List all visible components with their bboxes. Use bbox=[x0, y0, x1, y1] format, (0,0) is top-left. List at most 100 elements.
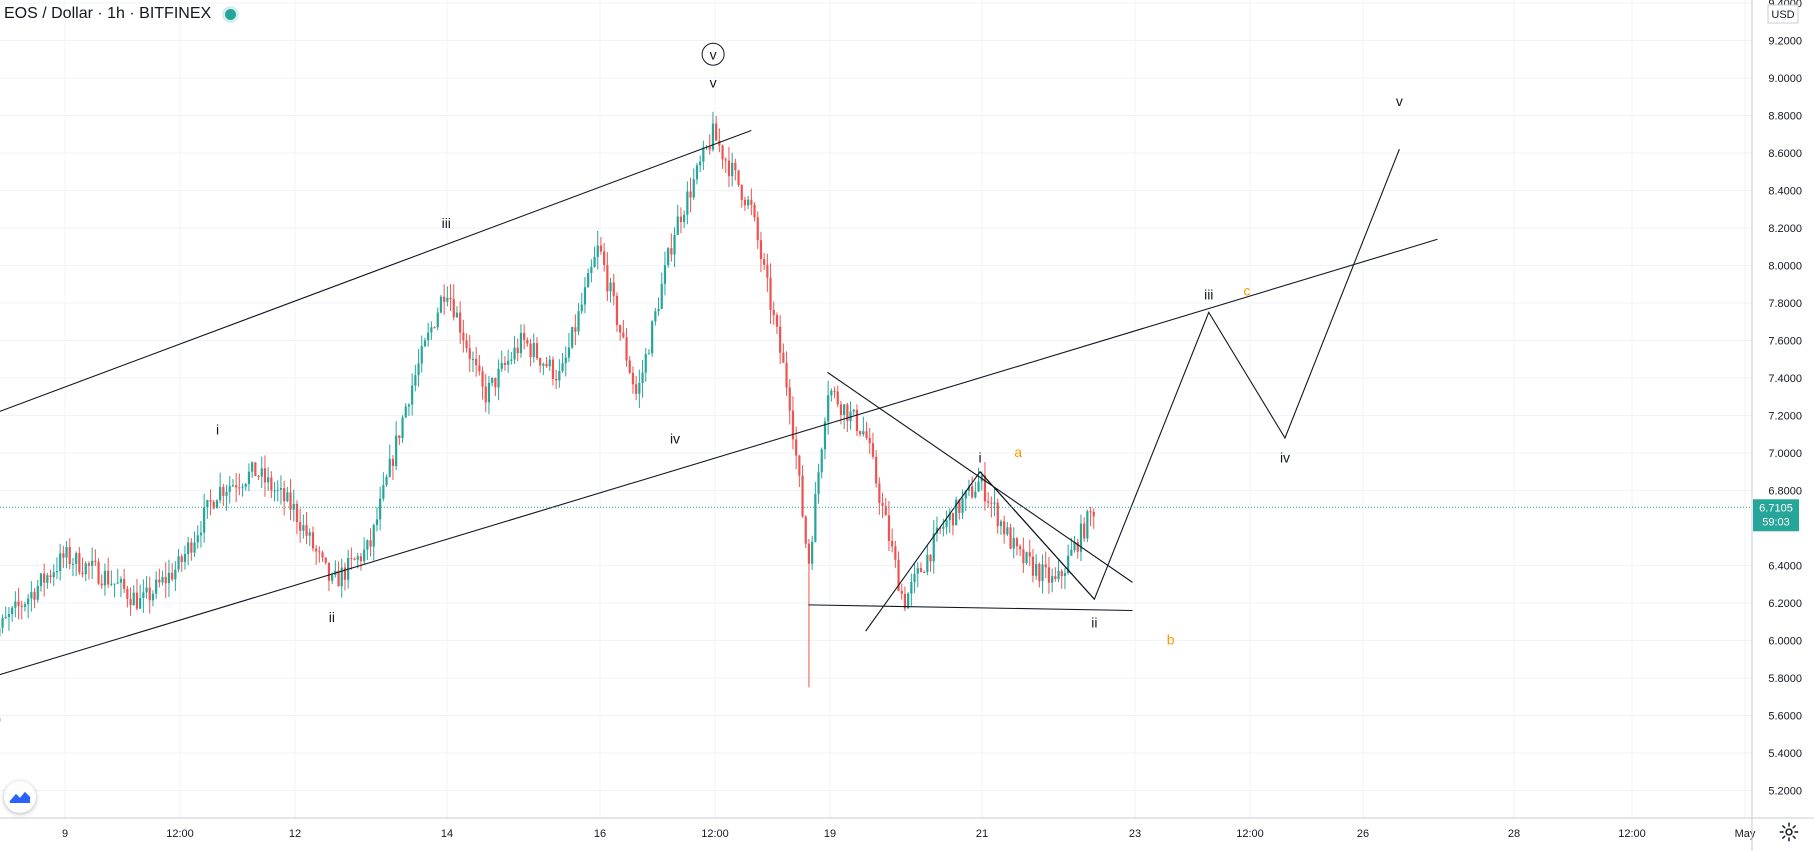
candle-body bbox=[846, 404, 849, 422]
candle-body bbox=[4, 617, 7, 619]
candle-body bbox=[123, 579, 126, 589]
last-price-value: 6.7105 bbox=[1759, 502, 1793, 514]
candle-body bbox=[270, 477, 273, 491]
tradingview-logo-icon[interactable] bbox=[4, 781, 36, 813]
candle-body bbox=[465, 340, 468, 349]
currency-badge-label: USD bbox=[1771, 9, 1794, 21]
trendline-channel-upper[interactable] bbox=[0, 129, 752, 416]
candle-body bbox=[1076, 542, 1079, 552]
candle-body bbox=[555, 378, 558, 381]
candle-body bbox=[964, 490, 967, 499]
price-tick-label: 7.2000 bbox=[1768, 411, 1802, 423]
candle-body bbox=[1057, 571, 1060, 580]
candle-body bbox=[452, 299, 455, 318]
candle-body bbox=[695, 165, 699, 180]
elliott-projection-path[interactable] bbox=[865, 149, 1400, 632]
candle-body bbox=[990, 502, 993, 504]
candle-body bbox=[929, 554, 932, 562]
candle-body bbox=[78, 553, 81, 573]
candle-body bbox=[449, 297, 452, 300]
bar-countdown: 59:03 bbox=[1762, 516, 1790, 528]
candle-body bbox=[795, 439, 798, 456]
wave-label: v bbox=[710, 74, 717, 90]
trendline-triangle-lower[interactable] bbox=[808, 604, 1133, 612]
candle-body bbox=[583, 287, 587, 305]
last-price-badge bbox=[1753, 499, 1799, 532]
candle-body bbox=[503, 362, 507, 365]
candle-body bbox=[1003, 521, 1006, 535]
candle-body bbox=[814, 494, 817, 542]
candle-body bbox=[119, 579, 123, 583]
candle-body bbox=[443, 296, 446, 302]
time-tick-label: 26 bbox=[1357, 828, 1369, 840]
candle-body bbox=[1041, 564, 1044, 582]
candle-body bbox=[327, 562, 331, 581]
candle-body bbox=[855, 409, 859, 432]
time-tick-label: 16 bbox=[594, 828, 606, 840]
candle-body bbox=[903, 593, 907, 609]
candle-body bbox=[667, 248, 670, 266]
candle-body bbox=[1044, 564, 1047, 568]
currency-badge[interactable] bbox=[1767, 4, 1799, 24]
candle-body bbox=[27, 598, 30, 605]
candle-body bbox=[644, 354, 647, 373]
candle-body bbox=[388, 458, 391, 477]
price-tick-label: 9.2000 bbox=[1768, 36, 1802, 48]
candle-body bbox=[961, 498, 964, 513]
gear-icon[interactable] bbox=[1778, 821, 1800, 843]
candle-body bbox=[1022, 549, 1025, 564]
candle-body bbox=[827, 395, 830, 422]
candle-body bbox=[599, 245, 603, 252]
candle-body bbox=[299, 522, 302, 531]
candle-body bbox=[1, 618, 4, 628]
candle-body bbox=[471, 359, 475, 361]
candle-body bbox=[164, 576, 167, 584]
candle-body bbox=[603, 251, 606, 266]
candle-body bbox=[635, 384, 638, 394]
candle-body bbox=[414, 375, 417, 386]
candle-body bbox=[190, 542, 193, 553]
candle-body bbox=[715, 123, 718, 141]
candle-body bbox=[798, 455, 801, 476]
price-tick-label: 5.8000 bbox=[1768, 673, 1802, 685]
candle-body bbox=[1089, 511, 1092, 513]
candle-body bbox=[619, 325, 622, 333]
wave-label: ii bbox=[1091, 614, 1097, 630]
candle-body bbox=[689, 191, 692, 198]
candle-body bbox=[62, 553, 65, 558]
candle-body bbox=[612, 282, 615, 296]
candle-body bbox=[372, 525, 375, 547]
candle-body bbox=[81, 572, 84, 575]
circled-wave-marker bbox=[701, 42, 725, 66]
candle-body bbox=[267, 477, 270, 483]
candle-body bbox=[1031, 556, 1035, 576]
candle-body bbox=[180, 556, 183, 563]
trendline-triangle-upper[interactable] bbox=[827, 371, 1133, 583]
candle-body bbox=[177, 556, 180, 570]
candle-body bbox=[897, 559, 900, 591]
time-tick-label: 23 bbox=[1129, 828, 1141, 840]
candle-body bbox=[455, 312, 459, 318]
candle-body bbox=[558, 371, 561, 381]
candle-body bbox=[1035, 563, 1038, 576]
candle-body bbox=[39, 573, 43, 587]
candle-body bbox=[935, 527, 939, 534]
candle-body bbox=[481, 371, 484, 387]
trendline-channel-lower[interactable] bbox=[0, 238, 1438, 678]
candle-body bbox=[11, 607, 14, 615]
candle-body bbox=[907, 593, 910, 609]
candle-body bbox=[955, 499, 958, 526]
candle-body bbox=[1063, 573, 1067, 577]
candle-body bbox=[254, 462, 257, 477]
candle-body bbox=[548, 359, 551, 367]
candle-body bbox=[273, 490, 276, 492]
candle-body bbox=[196, 535, 199, 543]
candle-body bbox=[871, 443, 875, 457]
candle-body bbox=[59, 553, 62, 572]
candle-body bbox=[571, 327, 574, 348]
candle-body bbox=[1092, 511, 1095, 517]
candle-body bbox=[65, 546, 68, 558]
candle-body bbox=[1025, 552, 1028, 564]
